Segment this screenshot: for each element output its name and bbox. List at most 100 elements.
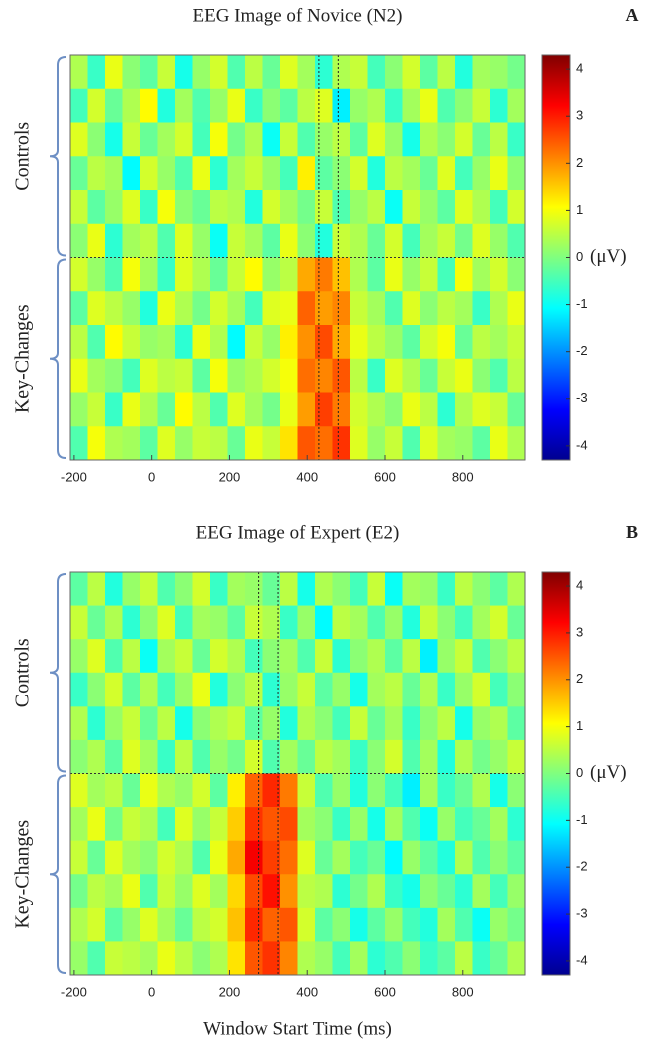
x-tick-label: 400: [296, 469, 318, 484]
heatmap-cell: [402, 706, 421, 741]
heatmap-cell: [245, 257, 263, 292]
heatmap-cell: [140, 156, 158, 191]
heatmap-cell: [157, 907, 176, 942]
heatmap-cell: [507, 706, 526, 741]
heatmap-cell: [490, 840, 508, 875]
heatmap-cell: [105, 572, 123, 606]
heatmap-cell: [420, 426, 438, 461]
heatmap-cell: [297, 907, 316, 942]
heatmap-cell: [262, 572, 281, 606]
heatmap-cell: [332, 291, 351, 326]
heatmap-cell: [105, 773, 123, 808]
colorbar: [541, 54, 571, 461]
heatmap-cell: [122, 572, 141, 606]
heatmap-cell: [402, 156, 421, 191]
heatmap-cell: [175, 941, 193, 976]
heatmap-cell: [245, 358, 263, 393]
heatmap-cell: [297, 572, 316, 606]
heatmap-cell: [280, 291, 298, 326]
heatmap-cell: [87, 156, 106, 191]
heatmap-cell: [227, 739, 246, 774]
heatmap-cell: [332, 773, 351, 808]
heatmap-cell: [437, 706, 456, 741]
heatmap-cell: [122, 223, 141, 258]
heatmap-cell: [192, 807, 211, 841]
heatmap-cell: [507, 325, 526, 360]
heatmap-cell: [367, 257, 386, 292]
heatmap-cell: [245, 55, 263, 90]
heatmap-cell: [192, 88, 211, 123]
heatmap-cell: [350, 807, 368, 841]
heatmap-cell: [140, 257, 158, 292]
heatmap-cell: [402, 190, 421, 225]
heatmap-cell: [192, 572, 211, 606]
heatmap-cell: [122, 426, 141, 461]
heatmap-cell: [297, 122, 316, 157]
heatmap-cell: [402, 358, 421, 393]
heatmap-cell: [192, 840, 211, 875]
heatmap-cell: [367, 426, 386, 461]
heatmap-cell: [157, 807, 176, 841]
heatmap-cell: [455, 572, 473, 606]
heatmap-cell: [105, 639, 123, 674]
heatmap-cell: [455, 358, 473, 393]
heatmap-cell: [245, 706, 263, 741]
heatmap-cell: [210, 88, 228, 123]
heatmap-cell: [437, 190, 456, 225]
heatmap-cell: [402, 257, 421, 292]
heatmap-cell: [87, 358, 106, 393]
heatmap-cell: [70, 572, 88, 606]
heatmap-cell: [175, 672, 193, 707]
heatmap-cell: [367, 392, 386, 427]
heatmap-cell: [122, 55, 141, 90]
heatmap-cell: [245, 156, 263, 191]
heatmap-cell: [157, 122, 176, 157]
heatmap-cell: [262, 122, 281, 157]
heatmap-cell: [437, 773, 456, 808]
heatmap-cell: [490, 639, 508, 674]
heatmap-cell: [140, 807, 158, 841]
heatmap-cell: [245, 807, 263, 841]
heatmap-cell: [87, 223, 106, 258]
heatmap-cell: [402, 941, 421, 976]
heatmap-cell: [367, 807, 386, 841]
heatmap-cell: [297, 941, 316, 976]
heatmap-cell: [297, 773, 316, 808]
heatmap-cell: [297, 190, 316, 225]
heatmap-cell: [385, 55, 403, 90]
x-tick-label: 200: [219, 984, 241, 999]
heatmap-cell: [472, 392, 491, 427]
heatmap-cell: [175, 122, 193, 157]
heatmap-cell: [507, 426, 526, 461]
heatmap-cell: [175, 773, 193, 808]
heatmap-cell: [245, 739, 263, 774]
heatmap-cell: [455, 156, 473, 191]
heatmap-cell: [105, 55, 123, 90]
heatmap-cell: [455, 639, 473, 674]
heatmap-cell: [280, 840, 298, 875]
heatmap-cell: [385, 907, 403, 942]
heatmap-cell: [420, 941, 438, 976]
heatmap-cell: [122, 190, 141, 225]
heatmap-cell: [297, 358, 316, 393]
heatmap-cell: [472, 358, 491, 393]
heatmap-cell: [507, 874, 526, 909]
heatmap-cell: [192, 907, 211, 942]
heatmap-cell: [420, 706, 438, 741]
heatmap-cell: [472, 874, 491, 909]
heatmap-cell: [332, 426, 351, 461]
heatmap-cell: [315, 739, 333, 774]
heatmap-cell: [210, 907, 228, 942]
heatmap-cell: [157, 572, 176, 606]
heatmap-cell: [280, 807, 298, 841]
heatmap-cell: [437, 223, 456, 258]
heatmap-cell: [472, 88, 491, 123]
heatmap-cell: [227, 605, 246, 640]
heatmap-cell: [157, 639, 176, 674]
heatmap-cell: [315, 223, 333, 258]
group-bracket: [49, 774, 67, 974]
heatmap-cell: [472, 672, 491, 707]
heatmap-cell: [175, 907, 193, 942]
heatmap-cell: [437, 55, 456, 90]
